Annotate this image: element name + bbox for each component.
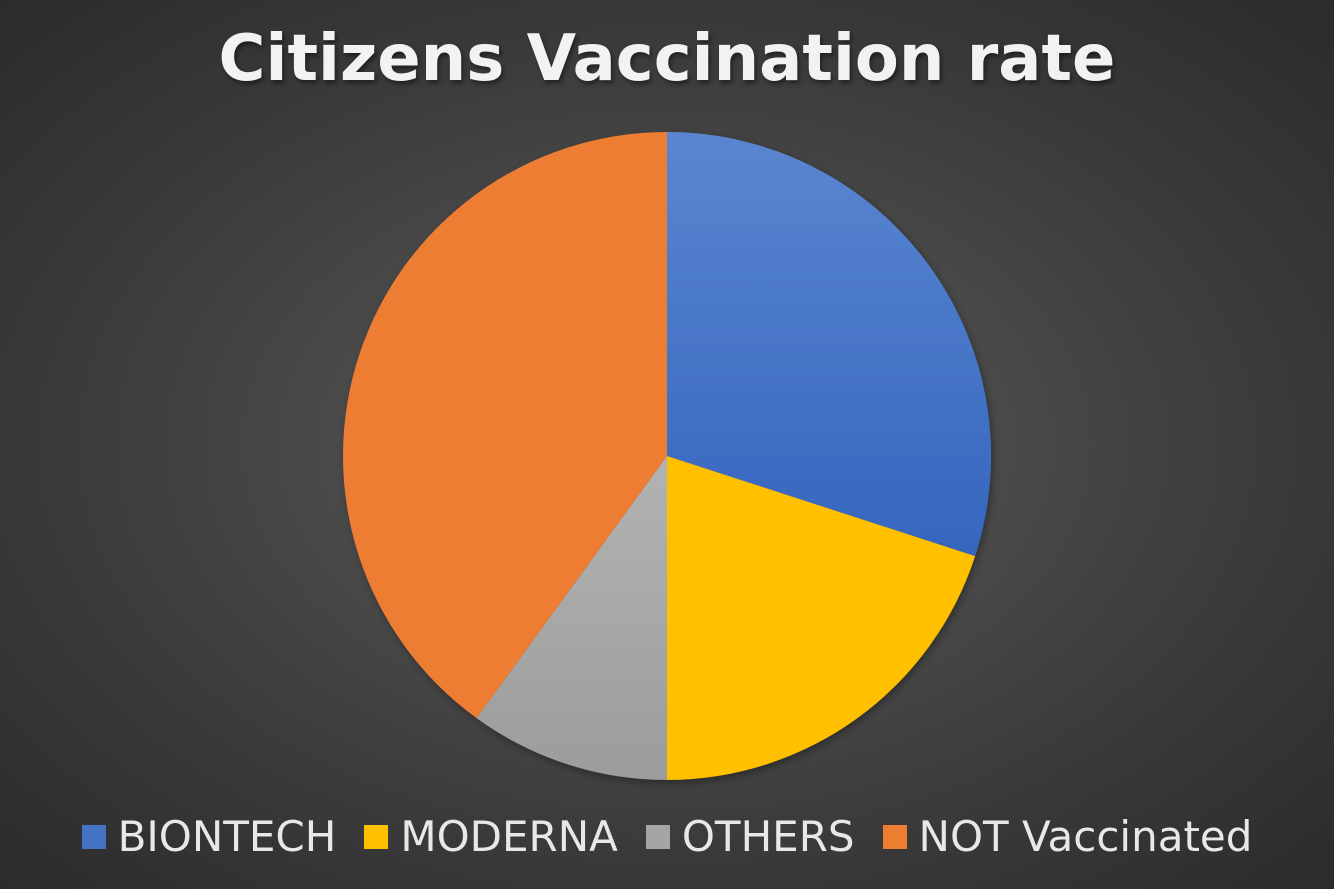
legend-item-others: OTHERS	[645, 812, 855, 861]
legend-item-moderna: MODERNA	[364, 812, 618, 861]
legend-item-not-vaccinated: NOT Vaccinated	[882, 812, 1253, 861]
legend-label-biontech: BIONTECH	[117, 812, 337, 861]
pie-slice-biontech	[667, 132, 991, 557]
pie-slice-others	[476, 456, 667, 780]
legend-label-moderna: MODERNA	[400, 812, 618, 861]
chart-title: Citizens Vaccination rate	[218, 22, 1116, 96]
pie-slice-moderna	[667, 456, 976, 780]
legend-label-others: OTHERS	[681, 812, 855, 861]
legend: BIONTECH MODERNA OTHERS NOT Vaccinated	[0, 812, 1334, 861]
legend-label-not-vaccinated: NOT Vaccinated	[918, 812, 1253, 861]
legend-swatch-biontech	[81, 824, 106, 849]
legend-swatch-moderna	[364, 824, 389, 849]
legend-swatch-not-vaccinated	[882, 824, 907, 849]
legend-swatch-others	[645, 824, 670, 849]
legend-item-biontech: BIONTECH	[81, 812, 337, 861]
pie-slice-not-vaccinated	[343, 131, 667, 719]
